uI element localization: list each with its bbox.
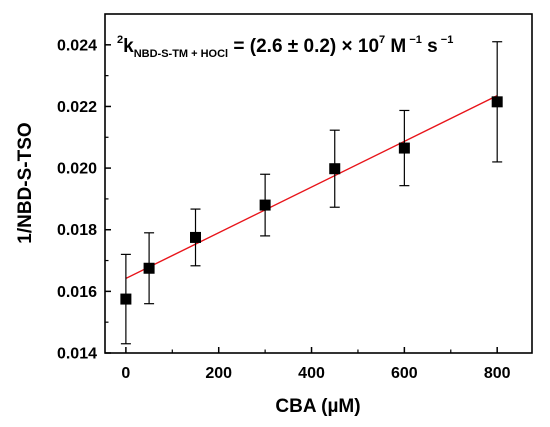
fit-line [125, 95, 498, 280]
x-tick-label: 400 [298, 365, 325, 382]
x-axis-ticks: 0 200 400 600 800 [121, 347, 511, 382]
annotation-exponent-2: −1 [406, 34, 422, 46]
annotation-sup: 2 [117, 34, 123, 46]
error-bar-layer [120, 41, 503, 345]
x-tick-label: 200 [205, 365, 232, 382]
annotation-value: = (2.6 ± 0.2) × 10 [228, 36, 379, 57]
y-tick-label: 0.020 [57, 161, 97, 178]
y-tick-label: 0.016 [57, 284, 97, 301]
x-axis-title: CBA (µM) [275, 396, 360, 417]
y-tick-label: 0.022 [57, 99, 97, 116]
data-point [491, 96, 503, 108]
annotation-exponent-3: −1 [438, 34, 454, 46]
data-point [329, 163, 341, 175]
y-tick-label: 0.014 [57, 346, 97, 363]
rate-constant-annotation: 2kNBD-S-TM + HOCl = (2.6 ± 0.2) × 107 M … [117, 34, 453, 60]
x-tick-label: 600 [391, 365, 418, 382]
data-point [120, 293, 132, 305]
data-point [190, 231, 202, 243]
data-point [259, 199, 271, 211]
x-tick-label: 0 [121, 365, 130, 382]
data-point [398, 142, 410, 154]
y-axis-ticks: 0.014 0.016 0.018 0.020 0.022 0.024 [57, 37, 111, 363]
data-point-layer [120, 96, 503, 305]
annotation-k: k [123, 36, 134, 57]
y-axis-title: 1/NBD-S-TSO [15, 122, 36, 243]
plot-frame [104, 13, 533, 354]
data-point [143, 262, 155, 274]
annotation-exponent-1: 7 [379, 34, 385, 46]
annotation-unit-2: s [422, 36, 438, 57]
annotation-subscript: NBD-S-TM + HOCl [134, 48, 228, 60]
fit-line-layer [125, 95, 498, 280]
y-tick-label: 0.018 [57, 222, 97, 239]
annotation-unit-1: M [385, 36, 406, 57]
x-tick-label: 800 [484, 365, 511, 382]
y-tick-label: 0.024 [57, 37, 97, 54]
